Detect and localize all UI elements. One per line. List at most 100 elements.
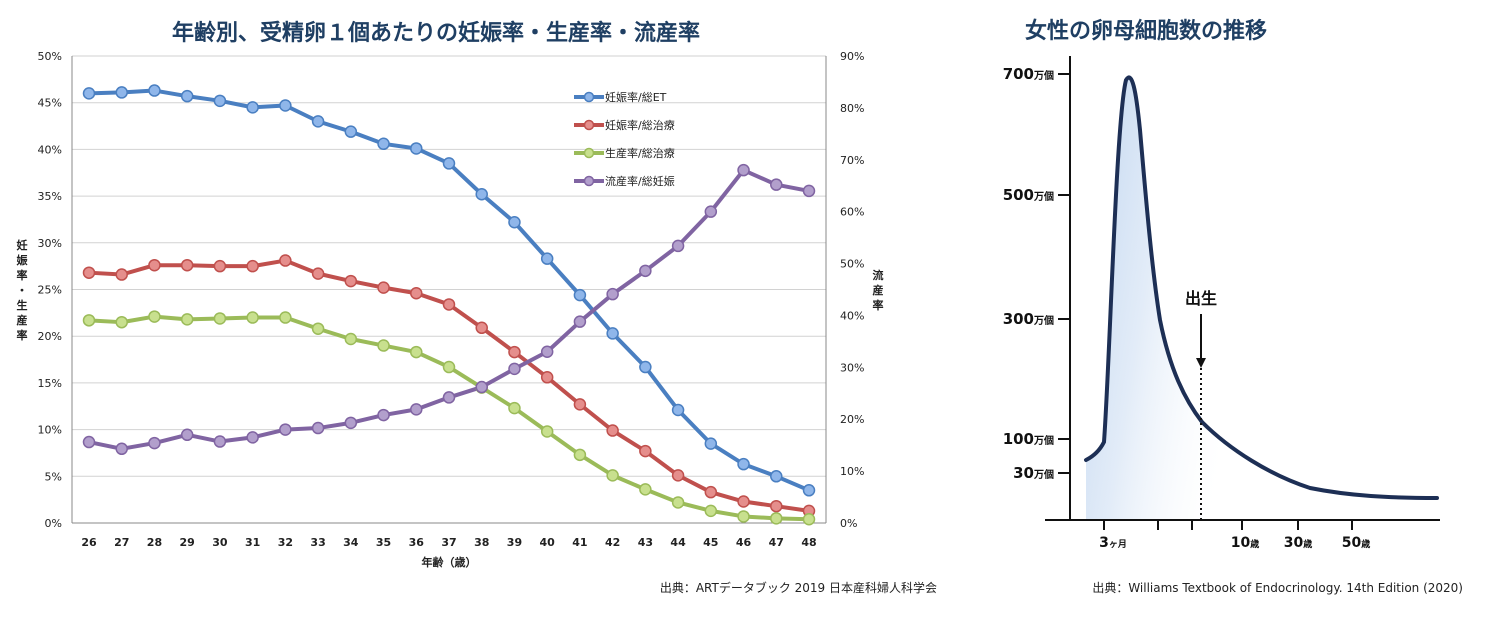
chart1-series [82,84,816,526]
birth-annotation: 出生 [1185,289,1217,308]
data-point [442,391,456,404]
data-point [737,457,750,471]
y-tick-label: 30万個 [1013,464,1054,482]
chart2-source: 出典：Williams Textbook of Endocrinology. 1… [1092,581,1463,595]
data-point [311,322,325,335]
oocyte-area [1086,77,1262,520]
birth-arrow-head [1196,358,1206,368]
data-point [148,310,161,323]
data-point [540,252,554,265]
right-tick-label: 40% [840,309,864,322]
data-point [279,99,292,112]
data-point [508,216,521,229]
data-point [508,345,521,359]
chart1-left-axis-label: 妊娠率・生産率 [16,238,29,342]
data-point [442,360,456,374]
data-point [344,416,358,430]
right-tick-label: 0% [840,517,857,530]
x-tick-label: 3ヶ月 [1099,535,1127,551]
legend-marker [583,175,595,187]
data-point [606,327,619,340]
data-point [540,371,554,384]
data-point [475,321,488,335]
data-point [180,313,194,326]
data-point [213,435,227,448]
data-point [508,401,521,415]
data-point [442,298,456,311]
data-point [279,423,292,436]
legend-marker [583,147,595,159]
legend-marker [583,119,595,131]
left-tick-label: 25% [38,284,62,297]
chart1-left-ticks: 0% 5% 10% 15% 20% 25% 30% 35% 40% 45% 50% [38,50,62,530]
oocyte-count-chart: 女性の卵母細胞数の推移 700万個 500万個 300万個 100万個 30万個 3ヶ月… [1003,18,1463,595]
y-tick-label: 300万個 [1003,310,1054,328]
x-tick-label: 40 [540,536,556,549]
chart1-x-ticks: 26 27 28 29 30 31 32 33 34 35 36 37 38 39 40 41 42 43 44 45… [81,536,816,549]
data-point [671,469,685,482]
left-tick-label: 10% [38,424,62,437]
data-point [540,345,554,359]
data-point [737,495,750,508]
data-point [704,205,718,218]
x-tick-label: 26 [81,536,97,549]
x-tick-label: 36 [409,536,425,549]
x-tick-label: 47 [769,536,784,549]
data-point [377,281,390,294]
chart1-right-axis-label: 流産率 [873,268,884,312]
data-point [737,163,750,177]
data-point [311,421,325,435]
data-point [802,184,816,198]
data-point [377,408,390,422]
chart2-x-ticks: 3ヶ月 10歳 30歳 50歳 [1099,535,1370,551]
x-tick-label: 31 [245,536,260,549]
data-point [671,239,685,253]
left-tick-label: 35% [38,190,62,203]
data-point [180,258,194,272]
x-tick-label: 46 [736,536,752,549]
data-point [344,332,358,346]
data-point [639,444,652,458]
chart2-x-tick-marks [1103,520,1353,530]
data-point [802,513,816,526]
data-point [115,86,128,99]
series-line-0 [88,88,810,493]
chart2-y-ticks: 700万個 500万個 300万個 100万個 30万個 [1003,65,1070,482]
left-tick-label: 45% [38,97,62,110]
data-point [180,89,194,103]
x-tick-label: 41 [572,536,587,549]
left-tick-label: 30% [38,237,62,250]
data-point [246,311,259,324]
legend-label: 流産率/総妊娠 [605,174,675,188]
right-tick-label: 80% [840,102,864,115]
data-point [606,424,619,437]
legend-label: 生産率/総治療 [605,146,675,160]
left-tick-label: 5% [45,470,62,483]
data-point [770,499,783,513]
data-point [377,137,390,151]
data-point [704,485,718,499]
data-point [802,484,816,497]
data-point [606,469,619,482]
c1-ylabel-text: 妊娠率・生産率 [16,238,29,342]
x-tick-label: 35 [376,536,391,549]
x-tick-label: 42 [605,536,620,549]
data-point [115,268,128,281]
x-tick-label: 48 [801,536,816,549]
data-point [508,362,521,376]
data-point [671,496,685,509]
left-tick-label: 40% [38,143,62,156]
data-point [737,510,750,523]
data-point [344,125,358,138]
data-point [770,178,783,191]
data-point [311,267,325,280]
right-tick-label: 90% [840,50,864,63]
right-tick-label: 20% [840,413,864,426]
oocyte-curve [1084,75,1439,500]
x-tick-label: 37 [441,536,456,549]
x-tick-label: 27 [114,536,129,549]
y-tick-label: 700万個 [1003,65,1054,83]
data-point [639,360,652,374]
chart1-x-axis-label: 年齢（歳） [422,555,477,569]
